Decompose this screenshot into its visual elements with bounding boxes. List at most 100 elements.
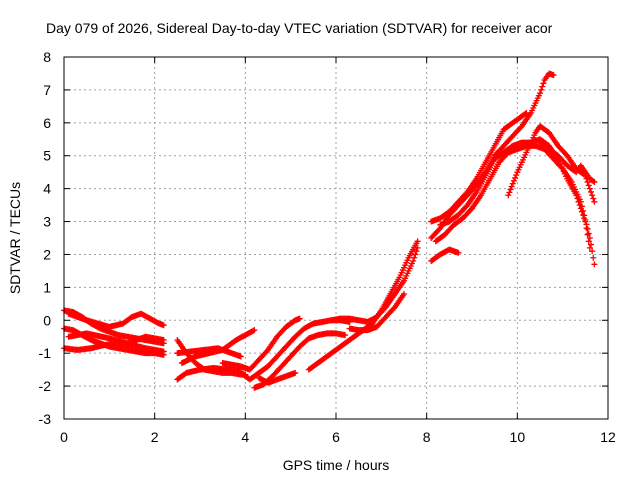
series-arc-10 [219, 315, 303, 373]
data-marker [582, 218, 589, 225]
data-marker [584, 179, 591, 186]
data-marker [401, 290, 407, 297]
data-marker [160, 337, 167, 344]
x-tick-label: 6 [332, 429, 340, 445]
y-tick-label: 0 [43, 312, 51, 328]
y-axis-label: SDTVAR / TECUs [7, 182, 23, 294]
data-marker [585, 238, 592, 245]
data-markers [61, 70, 598, 391]
data-marker [584, 231, 591, 238]
data-marker [539, 83, 546, 90]
data-marker [292, 369, 299, 376]
chart-title: Day 079 of 2026, Sidereal Day-to-day VTE… [46, 20, 553, 36]
data-marker [586, 185, 593, 192]
data-marker [589, 192, 596, 199]
data-marker [537, 90, 543, 97]
data-marker [512, 174, 519, 181]
data-marker [591, 198, 598, 205]
data-marker [586, 244, 593, 251]
data-marker [575, 198, 582, 205]
data-marker [296, 315, 303, 322]
series-arc-20 [437, 136, 593, 251]
data-marker [506, 189, 513, 196]
y-tick-label: -1 [39, 345, 52, 361]
data-marker [585, 230, 592, 237]
data-marker [573, 192, 580, 199]
y-tick-label: 6 [43, 115, 51, 131]
series-arc-21 [505, 123, 598, 205]
data-marker [414, 244, 421, 251]
data-marker [455, 249, 462, 256]
data-marker [414, 238, 421, 245]
data-marker [574, 195, 581, 202]
y-tick-label: 7 [43, 82, 51, 98]
x-axis-label: GPS time / hours [283, 457, 390, 473]
data-marker [251, 327, 258, 334]
data-marker [237, 353, 244, 360]
y-tick-label: 8 [43, 49, 51, 65]
data-marker [505, 192, 512, 199]
data-marker [589, 248, 596, 255]
y-tick-label: -2 [39, 378, 52, 394]
series-arc-11 [237, 317, 353, 383]
y-tick-label: -3 [39, 411, 52, 427]
grid-lines [64, 57, 608, 419]
data-marker [538, 86, 545, 93]
data-marker [513, 172, 520, 179]
x-tick-label: 2 [151, 429, 159, 445]
series-arc-4 [65, 310, 167, 330]
y-tick-label: 4 [43, 181, 51, 197]
data-marker [590, 254, 597, 261]
data-marker [584, 225, 591, 232]
data-marker [411, 254, 418, 261]
y-tick-label: 1 [43, 279, 51, 295]
y-tick-label: 5 [43, 148, 51, 164]
data-marker [342, 332, 349, 339]
series-arc-18 [428, 109, 530, 225]
data-marker [160, 322, 167, 329]
series-arc-23 [428, 246, 462, 265]
series-arc-22 [537, 139, 598, 186]
data-marker [576, 202, 583, 209]
data-marker [590, 195, 597, 202]
x-tick-label: 4 [241, 429, 249, 445]
series-arc-15 [328, 244, 421, 325]
x-tick-label: 12 [600, 429, 616, 445]
data-marker [550, 72, 557, 79]
data-marker [508, 183, 515, 190]
series-arc-3 [61, 340, 167, 355]
data-marker [583, 225, 590, 232]
plot-frame [63, 56, 609, 420]
data-marker [522, 110, 529, 117]
data-marker [586, 235, 593, 241]
data-marker [585, 182, 592, 189]
data-marker [413, 248, 420, 255]
data-marker [412, 251, 419, 258]
data-marker [509, 180, 516, 187]
data-marker [581, 215, 588, 222]
data-marker [588, 241, 594, 248]
series-arc-9 [174, 345, 244, 360]
x-tick-label: 10 [510, 429, 526, 445]
series-arc-5 [65, 330, 167, 347]
data-marker [591, 179, 598, 186]
data-marker [160, 348, 167, 355]
series-arc-16 [346, 290, 407, 334]
series-arc-13 [255, 369, 299, 386]
data-marker [410, 258, 417, 265]
data-marker [590, 178, 597, 185]
series-arc-7 [174, 364, 244, 383]
data-marker [507, 186, 514, 193]
x-tick-label: 8 [423, 429, 431, 445]
data-marker [580, 211, 587, 218]
y-tick-label: 3 [43, 214, 51, 230]
data-marker [577, 205, 584, 212]
x-tick-label: 0 [60, 429, 68, 445]
data-marker [510, 177, 517, 184]
data-marker [578, 208, 585, 215]
series-arc-14 [305, 238, 421, 373]
data-marker [523, 109, 530, 116]
data-marker [591, 261, 598, 268]
